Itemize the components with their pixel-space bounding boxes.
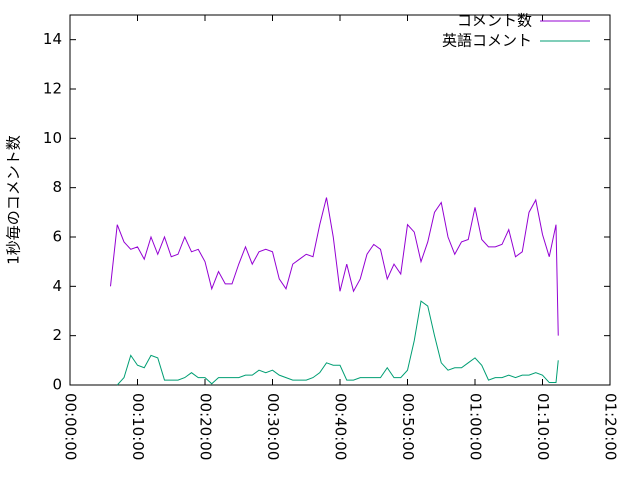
legend-label: 英語コメント <box>442 32 532 50</box>
legend-label: コメント数 <box>457 12 532 30</box>
plot-border <box>69 14 611 386</box>
x-tick-label: 01:20:00 <box>602 393 620 460</box>
x-tick-label: 01:10:00 <box>534 393 552 460</box>
y-tick-label: 8 <box>52 178 62 196</box>
x-tick-label: 00:30:00 <box>264 393 282 460</box>
y-axis-label: 1秒毎のコメント数 <box>5 135 23 265</box>
y-tick-label: 6 <box>52 228 62 246</box>
x-tick-label: 00:00:00 <box>62 393 80 460</box>
y-tick-label: 2 <box>52 326 62 344</box>
series-line <box>110 197 559 336</box>
x-tick-label: 00:10:00 <box>129 393 147 460</box>
x-tick-label: 01:00:00 <box>467 393 485 460</box>
x-tick-label: 00:40:00 <box>332 393 350 460</box>
series-line <box>116 300 559 386</box>
y-tick-label: 10 <box>43 129 62 147</box>
x-tick-label: 00:50:00 <box>399 393 417 460</box>
y-tick-label: 14 <box>43 30 62 48</box>
y-tick-label: 12 <box>43 80 62 98</box>
x-tick-label: 00:20:00 <box>197 393 215 460</box>
y-tick-label: 4 <box>52 277 62 295</box>
y-tick-label: 0 <box>52 376 62 394</box>
